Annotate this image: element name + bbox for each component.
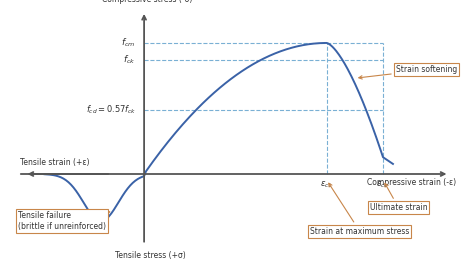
Text: Tensile failure
(brittle if unreinforced): Tensile failure (brittle if unreinforced…: [18, 211, 109, 231]
Text: Tensile strain (+ε): Tensile strain (+ε): [20, 158, 89, 167]
Text: $f_{cm}$: $f_{cm}$: [121, 37, 136, 49]
Text: $f_{cd} = 0.57f_{ck}$: $f_{cd} = 0.57f_{ck}$: [86, 104, 136, 116]
Text: Tensile stress (+σ): Tensile stress (+σ): [115, 251, 186, 260]
Text: $\varepsilon_{cu}$: $\varepsilon_{cu}$: [376, 180, 390, 190]
Text: Compressive stress (-σ): Compressive stress (-σ): [102, 0, 192, 4]
Text: Strain softening: Strain softening: [359, 65, 457, 79]
Text: Strain at maximum stress: Strain at maximum stress: [310, 183, 410, 235]
Text: $f_{ck}$: $f_{ck}$: [123, 54, 136, 66]
Text: Compressive strain (-ε): Compressive strain (-ε): [367, 178, 456, 187]
Text: $\varepsilon_{c1}$: $\varepsilon_{c1}$: [320, 180, 333, 190]
Text: Ultimate strain: Ultimate strain: [370, 183, 428, 212]
